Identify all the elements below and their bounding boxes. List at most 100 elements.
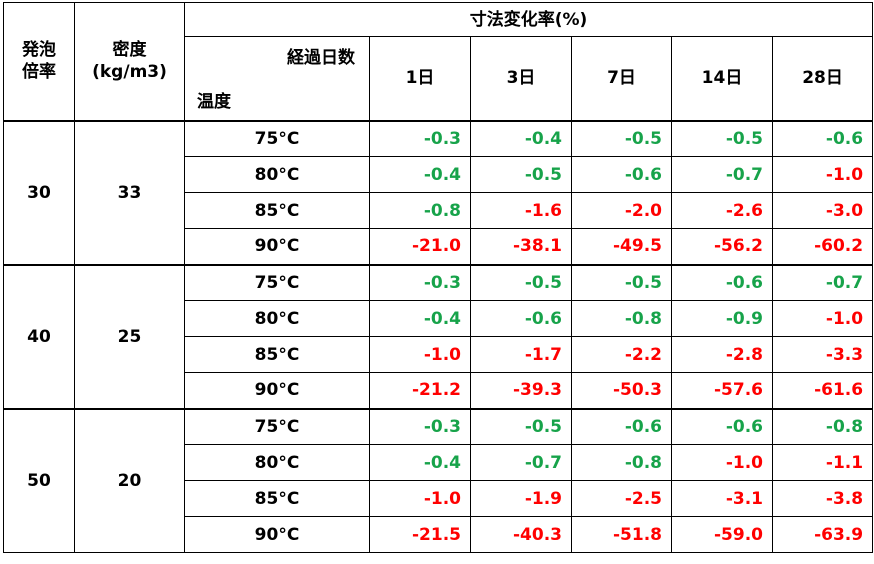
table-row: 85°C -1.0 -1.9 -2.5 -3.1 -3.8 <box>4 480 874 517</box>
value-cell: -1.6 <box>470 192 572 229</box>
value-cell: -0.7 <box>470 444 572 481</box>
temperature-cell: 75°C <box>184 407 370 445</box>
value-cell: -2.6 <box>671 192 773 229</box>
value-cell: -21.2 <box>369 372 471 409</box>
value-cell: -0.6 <box>771 119 874 157</box>
header-day-7: 7日 <box>571 36 672 121</box>
temperature-cell: 85°C <box>184 192 370 229</box>
table-row: 90°C -21.2 -39.3 -50.3 -57.6 -61.6 <box>4 372 874 409</box>
value-cell: -0.7 <box>671 156 773 193</box>
value-cell: -0.9 <box>671 300 773 337</box>
table-row: 50 20 75°C -0.3 -0.5 -0.6 -0.6 -0.8 <box>3 407 874 553</box>
value-cell: -0.5 <box>671 119 773 157</box>
foam-ratio-cell: 30 <box>3 119 75 265</box>
value-cell: -0.6 <box>571 407 672 445</box>
value-cell: -21.0 <box>369 228 471 265</box>
temperature-cell: 90°C <box>184 228 370 265</box>
header-day-14: 14日 <box>671 36 773 121</box>
value-cell: -56.2 <box>671 228 773 265</box>
value-cell: -0.3 <box>369 407 471 445</box>
value-cell: -21.5 <box>369 516 471 553</box>
temperature-cell: 85°C <box>184 480 370 517</box>
value-cell: -63.9 <box>771 516 874 553</box>
table-row: 90°C -21.5 -40.3 -51.8 -59.0 -63.9 <box>4 516 874 553</box>
header-density-line1: 密度 <box>112 40 147 61</box>
value-cell: -0.8 <box>771 407 874 445</box>
table-row: 30 33 75°C -0.3 -0.4 -0.5 -0.5 -0.6 <box>3 119 874 265</box>
value-cell: -3.0 <box>771 192 874 229</box>
value-cell: -2.0 <box>571 192 672 229</box>
value-cell: -3.1 <box>671 480 773 517</box>
temperature-cell: 80°C <box>184 156 370 193</box>
table-row: 80°C -0.4 -0.6 -0.8 -0.9 -1.0 <box>4 300 874 337</box>
temperature-cell: 75°C <box>184 119 370 157</box>
value-cell: -2.2 <box>571 336 672 373</box>
header-dim-change: 寸法変化率(%) <box>183 2 874 37</box>
table-row: 85°C -0.8 -1.6 -2.0 -2.6 -3.0 <box>4 192 874 229</box>
value-cell: -2.8 <box>671 336 773 373</box>
value-cell: -0.6 <box>671 263 773 301</box>
value-cell: -1.7 <box>470 336 572 373</box>
value-cell: -40.3 <box>470 516 572 553</box>
header-day-3: 3日 <box>470 36 572 121</box>
value-cell: -3.8 <box>771 480 874 517</box>
header-corner-cell: 経過日数 温度 <box>184 36 370 121</box>
value-cell: -51.8 <box>571 516 672 553</box>
value-cell: -49.5 <box>571 228 672 265</box>
value-cell: -0.6 <box>671 407 773 445</box>
header-day-28: 28日 <box>771 36 874 121</box>
value-cell: -1.0 <box>671 444 773 481</box>
value-cell: -0.7 <box>771 263 874 301</box>
value-cell: -0.5 <box>470 156 572 193</box>
value-cell: -1.0 <box>771 156 874 193</box>
density-cell: 25 <box>74 263 185 409</box>
value-cell: -0.6 <box>470 300 572 337</box>
value-cell: -0.5 <box>571 119 672 157</box>
value-cell: -0.3 <box>369 119 471 157</box>
table-row: 80°C -0.4 -0.5 -0.6 -0.7 -1.0 <box>4 156 874 193</box>
value-cell: -0.8 <box>369 192 471 229</box>
value-cell: -0.5 <box>571 263 672 301</box>
value-cell: -1.0 <box>771 300 874 337</box>
table-row: 90°C -21.0 -38.1 -49.5 -56.2 -60.2 <box>4 228 874 265</box>
header-density-line2: (kg/m3) <box>92 62 167 83</box>
value-cell: -50.3 <box>571 372 672 409</box>
temperature-cell: 90°C <box>184 516 370 553</box>
header-dim-change-label: 寸法変化率(%) <box>469 9 588 30</box>
value-cell: -3.3 <box>771 336 874 373</box>
value-cell: -0.4 <box>369 156 471 193</box>
value-cell: -0.4 <box>369 444 471 481</box>
value-cell: -1.0 <box>369 480 471 517</box>
table-body: 30 33 75°C -0.3 -0.4 -0.5 -0.5 -0.6 80°C -0.4 -0.5… <box>3 119 874 553</box>
temperature-cell: 85°C <box>184 336 370 373</box>
value-cell: -0.6 <box>571 156 672 193</box>
dimension-change-table: 発泡 倍率 密度 (kg/m3) 寸法変化率(%) 経過日数 温度 1日 3日 … <box>3 2 874 553</box>
header-foam-ratio: 発泡 倍率 <box>3 2 75 121</box>
density-cell: 20 <box>74 407 185 553</box>
value-cell: -2.5 <box>571 480 672 517</box>
value-cell: -0.4 <box>470 119 572 157</box>
header-day-1: 1日 <box>369 36 471 121</box>
value-cell: -0.4 <box>369 300 471 337</box>
value-cell: -61.6 <box>771 372 874 409</box>
table-row: 40 25 75°C -0.3 -0.5 -0.5 -0.6 -0.7 <box>3 263 874 409</box>
temperature-cell: 75°C <box>184 263 370 301</box>
value-cell: -1.0 <box>369 336 471 373</box>
value-cell: -39.3 <box>470 372 572 409</box>
value-cell: -1.1 <box>771 444 874 481</box>
value-cell: -60.2 <box>771 228 874 265</box>
header-foam-ratio-label: 発泡 倍率 <box>22 40 56 83</box>
value-cell: -0.8 <box>571 444 672 481</box>
value-cell: -59.0 <box>671 516 773 553</box>
table-row: 85°C -1.0 -1.7 -2.2 -2.8 -3.3 <box>4 336 874 373</box>
value-cell: -0.5 <box>470 407 572 445</box>
header-elapsed-days: 経過日数 <box>287 48 355 68</box>
header-density: 密度 (kg/m3) <box>74 2 185 121</box>
value-cell: -0.3 <box>369 263 471 301</box>
value-cell: -0.8 <box>571 300 672 337</box>
temperature-cell: 90°C <box>184 372 370 409</box>
temperature-cell: 80°C <box>184 444 370 481</box>
temperature-cell: 80°C <box>184 300 370 337</box>
density-cell: 33 <box>74 119 185 265</box>
value-cell: -0.5 <box>470 263 572 301</box>
